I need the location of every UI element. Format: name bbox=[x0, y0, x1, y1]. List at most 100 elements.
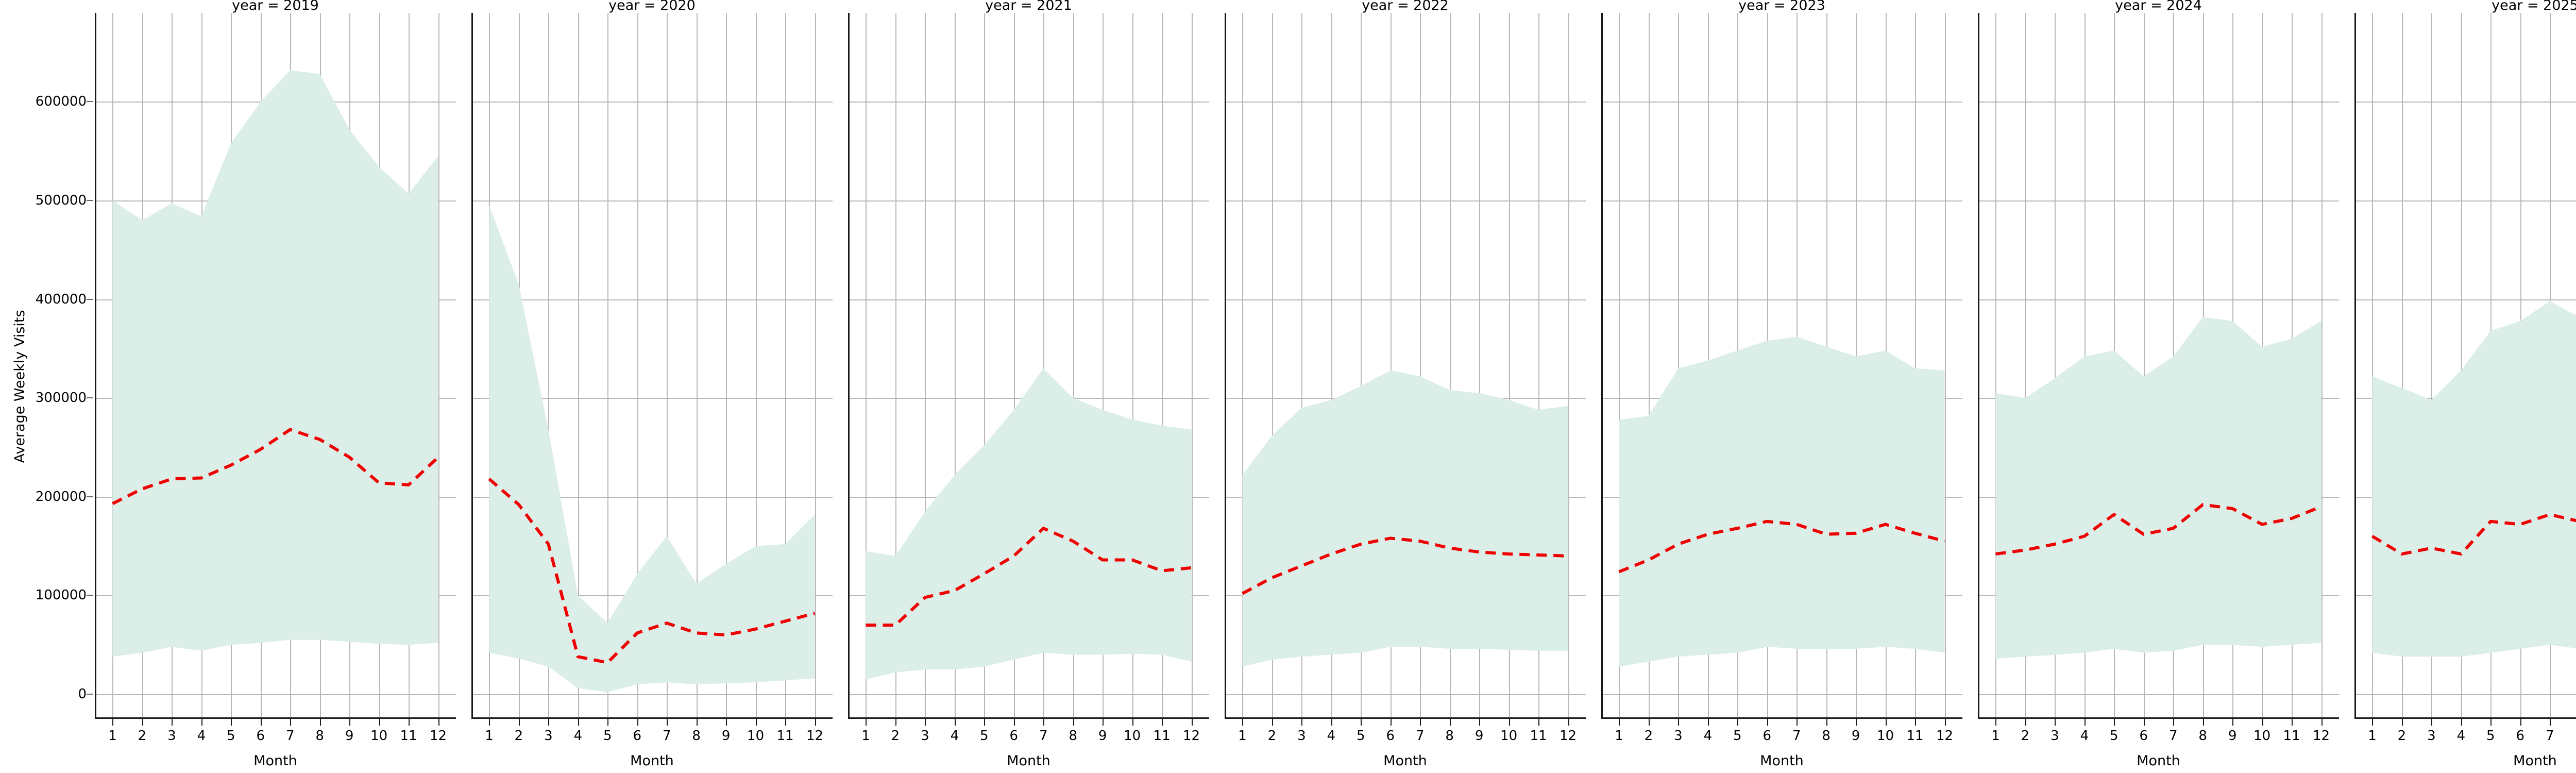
x-axis-tick-mark bbox=[1885, 719, 1887, 726]
x-axis-tick-mark bbox=[866, 719, 867, 726]
x-axis-tick-label: 1 bbox=[1615, 728, 1623, 744]
plot-area bbox=[1601, 13, 1962, 719]
gridline-vertical bbox=[1678, 13, 1680, 719]
y-axis-tick-mark bbox=[87, 694, 93, 695]
facet-panel-2023: year = 2023 1 2 3 4 5 6 7 8 9 10 11 12 Month bbox=[1601, 0, 1962, 768]
gridline-horizontal bbox=[1978, 694, 2339, 696]
facet-title: year = 2019 bbox=[232, 0, 319, 13]
gridline-horizontal bbox=[1978, 200, 2339, 202]
x-axis-tick-mark bbox=[172, 719, 173, 726]
x-axis-tick-label: 8 bbox=[1069, 728, 1077, 744]
x-axis-tick-label: 8 bbox=[1822, 728, 1831, 744]
x-axis-tick-mark bbox=[1242, 719, 1244, 726]
percentile-band bbox=[2372, 301, 2576, 657]
x-axis-tick-label: 4 bbox=[2080, 728, 2089, 744]
gridline-vertical bbox=[1013, 13, 1015, 719]
x-axis-tick-label: 5 bbox=[980, 728, 989, 744]
gridline-vertical bbox=[954, 13, 956, 719]
y-axis-tick-labels: 0 100000 200000 300000 400000 500000 600000 bbox=[0, 0, 93, 773]
y-axis-tick-mark bbox=[87, 496, 93, 497]
gridline-vertical bbox=[1509, 13, 1510, 719]
gridline-vertical bbox=[984, 13, 986, 719]
gridline-horizontal bbox=[848, 299, 1209, 300]
gridline-vertical bbox=[1538, 13, 1540, 719]
x-axis-label: Month bbox=[1383, 753, 1427, 769]
gridline-horizontal bbox=[471, 299, 833, 300]
x-axis-tick-label: 9 bbox=[1475, 728, 1484, 744]
x-axis-tick-mark bbox=[1272, 719, 1273, 726]
x-axis-label: Month bbox=[2137, 753, 2180, 769]
x-axis-tick-mark bbox=[607, 719, 609, 726]
x-axis-tick-mark bbox=[1678, 719, 1680, 726]
x-axis-tick-label: 7 bbox=[1792, 728, 1801, 744]
gridline-vertical bbox=[1073, 13, 1074, 719]
gridline-horizontal bbox=[95, 694, 456, 696]
x-axis-tick-label: 10 bbox=[370, 728, 388, 744]
gridline-vertical bbox=[548, 13, 550, 719]
x-axis-tick-mark bbox=[1331, 719, 1332, 726]
x-axis-tick-label: 5 bbox=[2486, 728, 2495, 744]
x-axis-tick-mark bbox=[954, 719, 956, 726]
x-axis-tick-label: 2 bbox=[138, 728, 147, 744]
x-axis-tick-mark bbox=[260, 719, 262, 726]
x-axis-tick-mark bbox=[142, 719, 143, 726]
percentile-band bbox=[1242, 370, 1568, 667]
facet-title: year = 2023 bbox=[1738, 0, 1825, 13]
x-axis-tick-mark bbox=[2055, 719, 2056, 726]
x-axis-tick-mark bbox=[1479, 719, 1481, 726]
facet-title: year = 2022 bbox=[1362, 0, 1449, 13]
gridline-horizontal bbox=[2354, 299, 2576, 300]
gridline-horizontal bbox=[848, 200, 1209, 202]
x-axis-tick-label: 1 bbox=[108, 728, 117, 744]
gridline-vertical bbox=[925, 13, 926, 719]
gridline-vertical bbox=[2431, 13, 2433, 719]
gridline-vertical bbox=[438, 13, 439, 719]
x-axis-tick-label: 9 bbox=[345, 728, 354, 744]
gridline-horizontal bbox=[1978, 102, 2339, 103]
x-axis-tick-label: 3 bbox=[1297, 728, 1306, 744]
gridline-horizontal bbox=[1601, 200, 1962, 202]
x-axis-tick-label: 1 bbox=[1991, 728, 2000, 744]
facet-title: year = 2025 bbox=[2492, 0, 2576, 13]
gridline-vertical bbox=[1619, 13, 1620, 719]
gridline-vertical bbox=[1162, 13, 1163, 719]
x-axis-tick-mark bbox=[2173, 719, 2175, 726]
x-axis-tick-mark bbox=[1915, 719, 1917, 726]
x-axis-tick-label: 7 bbox=[285, 728, 295, 744]
x-axis-tick-label: 4 bbox=[950, 728, 959, 744]
x-axis-tick-mark bbox=[2292, 719, 2293, 726]
plot-area bbox=[1225, 13, 1586, 719]
x-axis-tick-label: 4 bbox=[2456, 728, 2466, 744]
series-layer bbox=[866, 368, 1192, 680]
x-axis-tick-mark bbox=[548, 719, 550, 726]
gridline-vertical bbox=[1103, 13, 1104, 719]
x-axis-tick-label: 11 bbox=[2283, 728, 2300, 744]
gridline-vertical bbox=[696, 13, 698, 719]
x-axis-tick-label: 12 bbox=[1182, 728, 1200, 744]
gridline-horizontal bbox=[471, 102, 833, 103]
gridline-vertical bbox=[895, 13, 896, 719]
x-axis-tick-mark bbox=[2025, 719, 2026, 726]
gridline-vertical bbox=[2321, 13, 2323, 719]
gridline-horizontal bbox=[471, 398, 833, 399]
x-axis-tick-label: 4 bbox=[1327, 728, 1336, 744]
x-axis-tick-label: 11 bbox=[1153, 728, 1171, 744]
plot-area bbox=[2354, 13, 2576, 719]
facet-title: year = 2021 bbox=[985, 0, 1072, 13]
gridline-vertical bbox=[1479, 13, 1481, 719]
gridline-horizontal bbox=[1601, 694, 1962, 696]
x-axis-tick-mark bbox=[578, 719, 579, 726]
x-axis-tick-mark bbox=[319, 719, 321, 726]
x-axis-tick-label: 10 bbox=[747, 728, 765, 744]
y-axis-tick-mark bbox=[87, 101, 93, 103]
x-axis-tick-mark bbox=[201, 719, 202, 726]
median-line bbox=[866, 526, 1192, 627]
x-axis-tick-label: 10 bbox=[2253, 728, 2271, 744]
x-axis-tick-mark bbox=[1103, 719, 1104, 726]
gridline-horizontal bbox=[1225, 694, 1586, 696]
plot-area bbox=[848, 13, 1209, 719]
x-axis-tick-mark bbox=[984, 719, 986, 726]
x-axis-tick-mark bbox=[2084, 719, 2086, 726]
y-axis-tick-label: 300000 bbox=[35, 390, 87, 406]
